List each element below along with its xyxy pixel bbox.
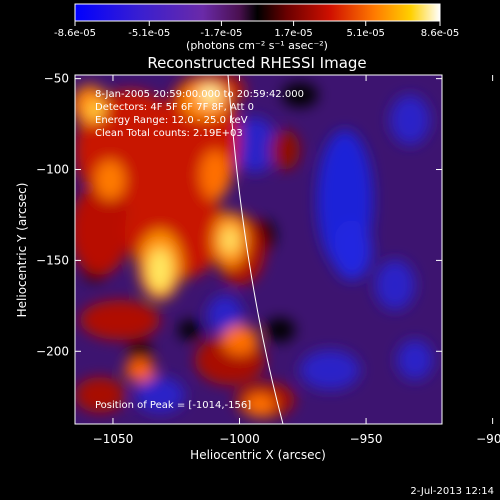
colorbar-tick-label: -5.1e-05 xyxy=(128,28,170,39)
colorbar-tick-label: -8.6e-05 xyxy=(54,28,96,39)
x-axis-label: Heliocentric X (arcsec) xyxy=(190,448,326,462)
y-tick-label: −150 xyxy=(36,253,69,267)
heatmap-image xyxy=(75,75,442,424)
colorbar-tick-labels: -8.6e-05 -5.1e-05 -1.7e-05 1.7e-05 5.1e-05 8.… xyxy=(54,28,459,39)
info-energy-range: Energy Range: 12.0 - 25.0 keV xyxy=(95,115,248,126)
y-tick-label: −200 xyxy=(36,344,69,358)
marked-point xyxy=(474,217,481,224)
colorbar xyxy=(74,3,441,22)
colorbar-tick-label: 8.6e-05 xyxy=(421,28,459,39)
plot-frame xyxy=(74,74,443,425)
info-clean-counts: Clean Total counts: 2.19E+03 xyxy=(95,128,243,139)
footer-date: 2-Jul-2013 12:14 xyxy=(410,486,494,497)
y-axis-label: Heliocentric Y (arcsec) xyxy=(15,183,29,318)
y-tick-label: −100 xyxy=(36,163,69,177)
info-detectors: Detectors: 4F 5F 6F 7F 8F, Att 0 xyxy=(95,102,254,113)
peak-position-label: Position of Peak = [-1014,-156] xyxy=(95,400,251,411)
x-tick-label: −900 xyxy=(476,432,500,446)
y-axis-ticks: −50 −100 −150 −200 xyxy=(36,72,442,358)
colorbar-tick-label: -1.7e-05 xyxy=(200,28,242,39)
colorbar-unit-label: (photons cm⁻² s⁻¹ asec⁻²) xyxy=(186,39,328,52)
x-tick-label: −1050 xyxy=(93,432,134,446)
info-time-range: 8-Jan-2005 20:59:00.000 to 20:59:42.000 xyxy=(95,89,304,100)
info-box: 8-Jan-2005 20:59:00.000 to 20:59:42.000 … xyxy=(95,89,304,411)
x-tick-label: −950 xyxy=(350,432,383,446)
solar-limb xyxy=(227,75,284,424)
chart-title: Reconstructed RHESSI Image xyxy=(147,54,366,72)
colorbar-tick-label: 5.1e-05 xyxy=(347,28,385,39)
y-tick-label: −50 xyxy=(44,72,69,86)
x-tick-label: −1000 xyxy=(219,432,260,446)
x-axis-ticks: −1050 −1000 −950 −900 xyxy=(93,75,500,446)
colorbar-ticks xyxy=(74,21,441,26)
colorbar-tick-label: 1.7e-05 xyxy=(274,28,312,39)
